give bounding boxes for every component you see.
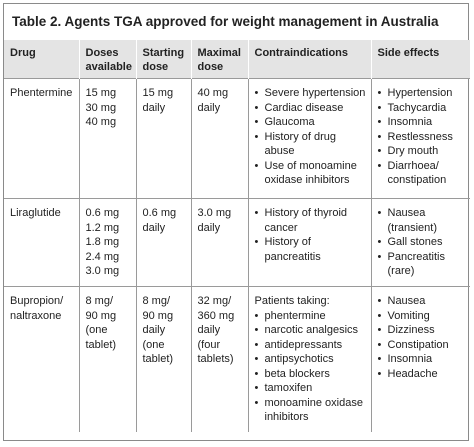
- cell-line: tablet): [142, 353, 174, 365]
- cell-line: daily: [197, 221, 221, 234]
- list-item: Gall stones: [378, 235, 467, 250]
- list-item: beta blockers: [255, 367, 367, 382]
- cell-line: (one: [142, 338, 165, 351]
- table-row: Liraglutide 0.6 mg 1.2 mg 1.8 mg 2.4 mg 3.0 …: [4, 198, 470, 287]
- list-item: Nausea: [378, 294, 467, 309]
- contraindications-cell: History of thyroid cancerHistory of panc…: [247, 198, 371, 287]
- cell-line: 90 mg: [142, 309, 174, 322]
- cell-line: daily: [197, 324, 221, 336]
- list-item: Hypertension: [378, 86, 467, 101]
- side-effects-cell: Nausea (transient)Gall stonesPancreatiti…: [370, 198, 470, 287]
- maximal-dose-cell: 32 mg/360 mg daily (four tablets): [190, 286, 248, 432]
- list-item: History of pancreatitis: [255, 235, 367, 264]
- doses-cell: 0.6 mg 1.2 mg 1.8 mg 2.4 mg 3.0 mg: [78, 198, 136, 287]
- starting-dose-cell: 15 mg daily: [135, 78, 191, 199]
- cell-line: 8 mg/: [142, 295, 171, 307]
- list-item: Dry mouth: [378, 144, 467, 159]
- list-item: antidepressants: [255, 338, 367, 353]
- list-item: Cardiac disease: [255, 101, 367, 116]
- cell-line: daily: [142, 221, 166, 234]
- cell-line: (four: [197, 338, 221, 351]
- list-item: phentermine: [255, 309, 367, 324]
- list-item: monoamine oxidase inhibitors: [255, 396, 367, 425]
- cell-line: 15 mg: [142, 87, 174, 99]
- cell-line: 2.4 mg: [85, 250, 120, 263]
- starting-dose-cell: 8 mg/90 mg daily (one tablet): [135, 286, 191, 432]
- contraindications-list: History of thyroid cancerHistory of panc…: [255, 206, 367, 264]
- list-item: Vomiting: [378, 309, 467, 324]
- side-effects-list: HypertensionTachycardiaInsomniaRestlessn…: [378, 86, 467, 188]
- cell-line: 40 mg: [85, 116, 117, 128]
- starting-dose-cell: 0.6 mg daily: [135, 198, 191, 287]
- cell-line: 90 mg: [85, 309, 117, 322]
- side-effects-list: Nausea (transient)Gall stonesPancreatiti…: [378, 206, 467, 279]
- list-item: Headache: [378, 367, 467, 382]
- list-item: Insomnia: [378, 115, 467, 130]
- drug-table: Drug Doses available Starting dose Maxim…: [4, 40, 470, 432]
- table-row: Phentermine 15 mg 30 mg 40 mg 15 mg daily 4…: [4, 78, 470, 199]
- cell-line: 15 mg: [85, 87, 117, 99]
- table-frame: Table 2. Agents TGA approved for weight …: [3, 3, 470, 441]
- list-item: History of thyroid cancer: [255, 206, 367, 235]
- cell-line: 40 mg: [197, 87, 229, 99]
- drug-cell: Liraglutide: [4, 198, 79, 287]
- list-item: Use of monoamine oxidase inhibitors: [255, 159, 367, 188]
- cell-line: 360 mg: [197, 309, 235, 322]
- maximal-dose-cell: 3.0 mg daily: [190, 198, 248, 287]
- list-item: Insomnia: [378, 352, 467, 367]
- side-effects-cell: NauseaVomitingDizzinessConstipationInsom…: [370, 286, 470, 432]
- cell-line: daily: [142, 101, 166, 114]
- header-doses-available: Doses available: [78, 40, 136, 79]
- cell-line: 3.0 mg: [85, 265, 120, 277]
- cell-line: 3.0 mg: [197, 207, 232, 219]
- side-effects-list: NauseaVomitingDizzinessConstipationInsom…: [378, 294, 467, 381]
- header-side-effects: Side effects: [370, 40, 470, 79]
- cell-line: daily: [142, 324, 166, 336]
- drug-cell: Phentermine: [4, 78, 79, 199]
- cell-line: daily: [197, 101, 221, 114]
- list-item: antipsychotics: [255, 352, 367, 367]
- list-item: Diarrhoea/ constipation: [378, 159, 467, 188]
- cell-line: 0.6 mg: [142, 207, 177, 219]
- table-title: Table 2. Agents TGA approved for weight …: [4, 4, 468, 40]
- cell-line: 8 mg/: [85, 295, 114, 307]
- list-item: Nausea (transient): [378, 206, 467, 235]
- header-contraindications: Contraindications: [247, 40, 371, 79]
- contraindications-cell: Severe hypertensionCardiac diseaseGlauco…: [247, 78, 371, 199]
- contraindications-list: phenterminenarcotic analgesicsantidepres…: [255, 309, 367, 425]
- cell-line: tablets): [197, 353, 234, 365]
- doses-cell: 8 mg/90 mg (one tablet): [78, 286, 136, 432]
- list-item: tamoxifen: [255, 381, 367, 396]
- drug-cell: Bupropion/ naltraxone: [4, 286, 79, 432]
- header-maximal-dose: Maximal dose: [190, 40, 248, 79]
- list-item: Constipation: [378, 338, 467, 353]
- list-item: Dizziness: [378, 323, 467, 338]
- contraindications-list: Severe hypertensionCardiac diseaseGlauco…: [255, 86, 367, 188]
- header-starting-dose: Starting dose: [135, 40, 191, 79]
- side-effects-cell: HypertensionTachycardiaInsomniaRestlessn…: [370, 78, 470, 199]
- list-item: Pancreatitis (rare): [378, 250, 467, 279]
- list-item: narcotic analgesics: [255, 323, 367, 338]
- maximal-dose-cell: 40 mg daily: [190, 78, 248, 199]
- cell-line: 32 mg/: [197, 295, 232, 307]
- list-item: Restlessness: [378, 130, 467, 145]
- cell-line: 0.6 mg: [85, 207, 120, 219]
- list-item: Severe hypertension: [255, 86, 367, 101]
- header-drug: Drug: [4, 40, 79, 79]
- cell-line: 30 mg: [85, 101, 117, 114]
- cell-line: tablet): [85, 338, 117, 351]
- contraindications-intro: Patients taking:: [254, 295, 330, 307]
- list-item: Tachycardia: [378, 101, 467, 116]
- table-row: Bupropion/ naltraxone 8 mg/90 mg (one tabl…: [4, 286, 470, 432]
- list-item: Glaucoma: [255, 115, 367, 130]
- cell-line: 1.8 mg: [85, 236, 120, 248]
- contraindications-cell: Patients taking: phenterminenarcotic ana…: [247, 286, 371, 432]
- list-item: History of drug abuse: [255, 130, 367, 159]
- header-row: Drug Doses available Starting dose Maxim…: [4, 40, 470, 79]
- doses-cell: 15 mg 30 mg 40 mg: [78, 78, 136, 199]
- cell-line: 1.2 mg: [85, 221, 120, 234]
- cell-line: (one: [85, 324, 108, 336]
